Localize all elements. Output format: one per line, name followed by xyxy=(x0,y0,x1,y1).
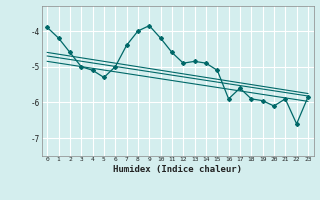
X-axis label: Humidex (Indice chaleur): Humidex (Indice chaleur) xyxy=(113,165,242,174)
